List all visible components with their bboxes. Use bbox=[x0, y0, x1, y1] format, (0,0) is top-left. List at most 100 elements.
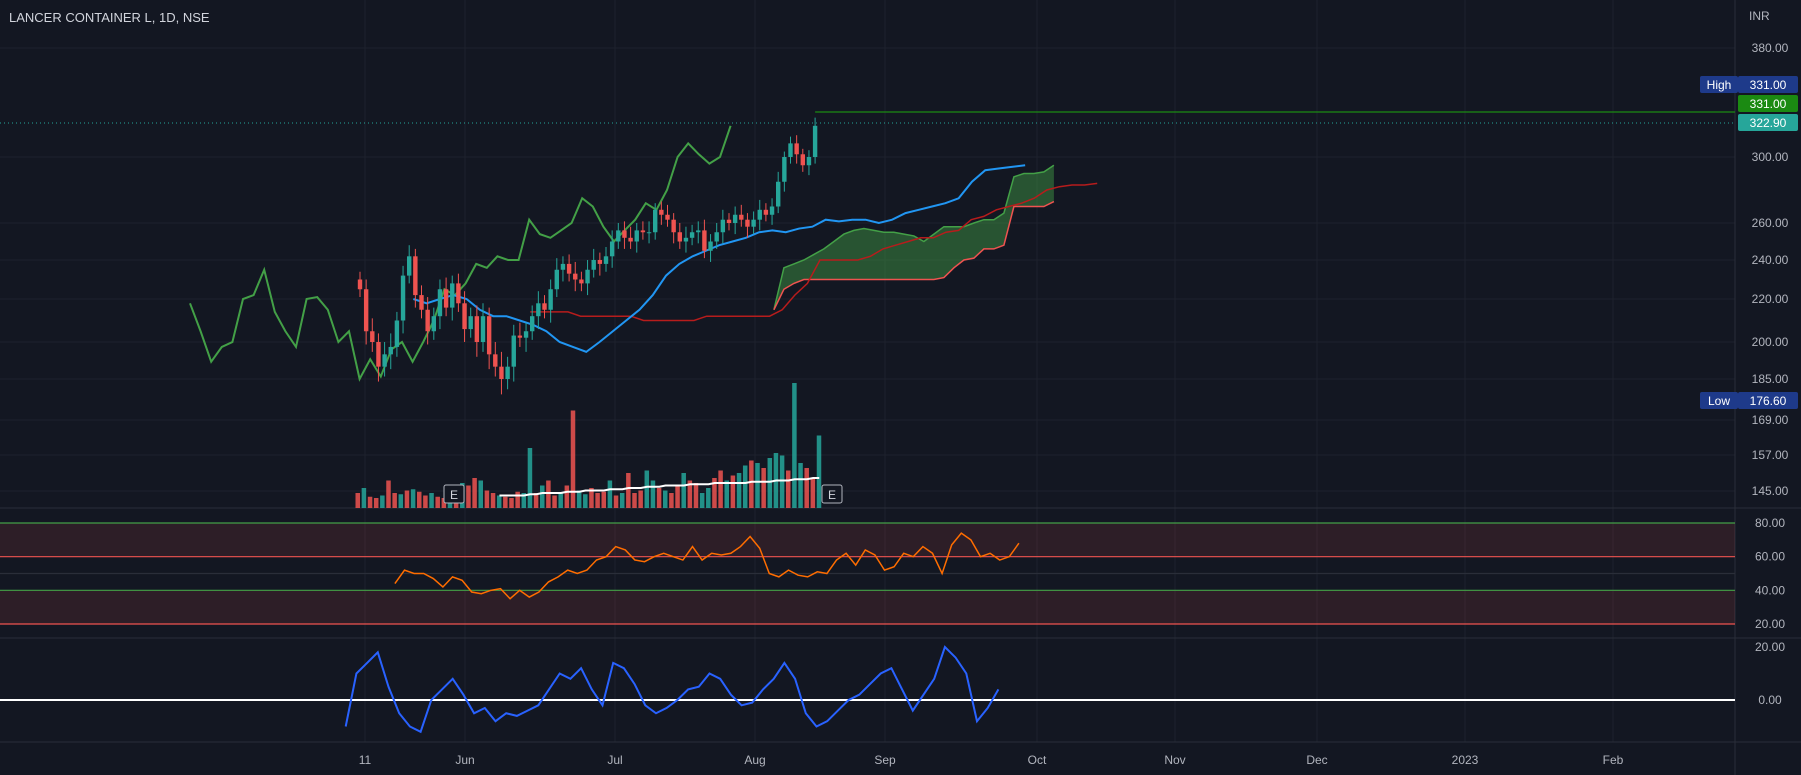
volume-bar bbox=[798, 463, 803, 508]
tenkan-sen bbox=[413, 164, 1026, 353]
candle-body bbox=[782, 157, 787, 182]
candle-body bbox=[394, 320, 400, 347]
candle-body bbox=[542, 303, 547, 310]
candle-body bbox=[597, 260, 603, 264]
volume-bar bbox=[484, 490, 490, 508]
volume-bar bbox=[417, 491, 422, 508]
candle-body bbox=[776, 181, 781, 207]
candle-body bbox=[554, 269, 559, 290]
volume-bar bbox=[681, 473, 686, 508]
volume-bar bbox=[699, 493, 705, 508]
volume-bar bbox=[558, 493, 563, 508]
symbol-title[interactable]: LANCER CONTAINER L, 1D, NSE bbox=[9, 10, 210, 25]
kumo-fill bbox=[773, 165, 1054, 310]
volume-bar bbox=[466, 485, 471, 508]
volume-bar bbox=[712, 478, 717, 508]
candle-body bbox=[499, 366, 504, 379]
candle-body bbox=[486, 316, 492, 355]
candle-body bbox=[413, 256, 418, 296]
volume-bar bbox=[533, 493, 539, 508]
momentum-pane bbox=[0, 645, 1735, 734]
volume-bar bbox=[410, 489, 416, 508]
volume-bar bbox=[638, 490, 643, 508]
candle-body bbox=[665, 214, 670, 220]
candle-body bbox=[800, 154, 805, 166]
volume-bar bbox=[515, 491, 520, 508]
candle-body bbox=[431, 316, 436, 332]
candle-body bbox=[812, 125, 818, 157]
candle-body bbox=[523, 331, 529, 338]
rsi-tick-label: 40.00 bbox=[1755, 583, 1785, 597]
candle-body bbox=[425, 309, 430, 332]
candle-body bbox=[794, 143, 799, 155]
ichimoku-cloud bbox=[773, 164, 1055, 311]
volume-bar bbox=[706, 488, 711, 508]
candle-body bbox=[530, 316, 535, 332]
candle-body bbox=[437, 289, 443, 317]
candle-body bbox=[591, 260, 596, 270]
candle-body bbox=[714, 232, 719, 242]
high-badge-label: High bbox=[1707, 78, 1732, 92]
volume-bar bbox=[626, 473, 631, 508]
volume-bar bbox=[404, 490, 410, 508]
low-badge-value: 176.60 bbox=[1750, 394, 1787, 408]
rsi-lower-band bbox=[0, 590, 1735, 624]
volume-bar bbox=[386, 480, 391, 508]
volume-bar bbox=[663, 490, 668, 508]
momentum-tick-label: 0.00 bbox=[1758, 693, 1782, 707]
volume-bar bbox=[398, 494, 404, 508]
candle-body bbox=[788, 143, 793, 157]
price-tick-label: 300.00 bbox=[1752, 150, 1789, 164]
candle-body bbox=[462, 303, 467, 330]
volume-bar bbox=[392, 493, 397, 508]
volume-bar bbox=[373, 498, 379, 508]
volume-bar bbox=[496, 495, 502, 508]
candle-body bbox=[456, 283, 461, 304]
volume-bar bbox=[693, 483, 699, 508]
momentum-line bbox=[344, 645, 1000, 734]
volume-bar bbox=[816, 435, 822, 508]
candle-body bbox=[376, 342, 381, 367]
time-tick-label: Oct bbox=[1028, 753, 1047, 767]
price-axis[interactable]: 380.00 300.00 260.00 240.00 220.00 200.00 185.… bbox=[1752, 41, 1789, 707]
candle-body bbox=[468, 316, 473, 330]
candle-body bbox=[769, 206, 775, 215]
time-tick-label: Feb bbox=[1603, 753, 1624, 767]
price-badges: High 331.00 331.00 322.90 Low 176.60 bbox=[1700, 76, 1798, 409]
candle-body bbox=[370, 331, 375, 342]
candle-body bbox=[560, 263, 566, 270]
rsi-line bbox=[394, 532, 1020, 600]
earnings-marker-label: E bbox=[450, 488, 458, 502]
high-badge-bg bbox=[1738, 76, 1798, 93]
volume-bar bbox=[607, 480, 613, 508]
volume-bar bbox=[749, 460, 754, 508]
momentum-tick-label: 20.00 bbox=[1755, 640, 1785, 654]
price-tick-label: 157.00 bbox=[1752, 448, 1789, 462]
candle-body bbox=[363, 289, 369, 332]
candle-body bbox=[726, 219, 732, 223]
volume-bar bbox=[786, 470, 791, 508]
volume-bar bbox=[552, 495, 557, 508]
candle-body bbox=[382, 354, 387, 367]
volume-bar bbox=[423, 495, 428, 508]
volume-bar bbox=[669, 493, 674, 508]
price-tick-label: 240.00 bbox=[1752, 253, 1789, 267]
time-axis[interactable]: 11 Jun Jul Aug Sep Oct Nov Dec 2023 Feb bbox=[359, 753, 1624, 767]
candle-body bbox=[622, 230, 627, 238]
candle-body bbox=[640, 230, 646, 233]
candle-body bbox=[616, 230, 621, 242]
price-tick-label: 169.00 bbox=[1752, 413, 1789, 427]
senkou-span-b bbox=[773, 200, 1055, 311]
candle-body bbox=[480, 316, 486, 342]
high-line-badge-value: 331.00 bbox=[1750, 97, 1787, 111]
candle-body bbox=[646, 232, 652, 234]
last-close-badge-bg bbox=[1738, 114, 1798, 131]
volume-bar bbox=[490, 493, 496, 508]
candle-body bbox=[609, 241, 615, 257]
candle-body bbox=[689, 232, 695, 238]
candle-body bbox=[634, 230, 639, 242]
time-tick-label: Nov bbox=[1164, 753, 1185, 767]
volume-ma-line bbox=[499, 477, 820, 497]
candle-body bbox=[548, 289, 553, 310]
